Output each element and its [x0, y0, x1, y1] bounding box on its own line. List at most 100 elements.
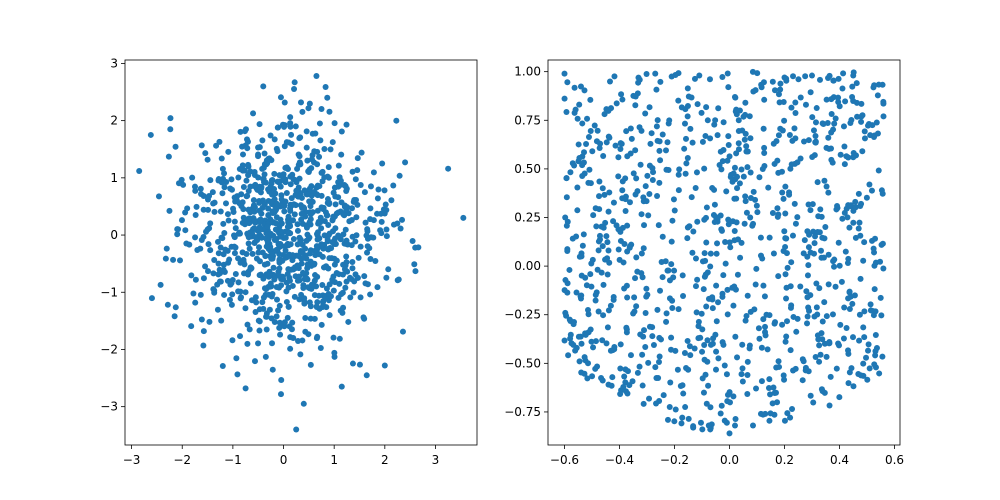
right-scatter-point [766, 234, 773, 241]
left-scatter-point [324, 94, 331, 101]
right-scatter-point [734, 271, 741, 278]
right-scatter-point [782, 183, 789, 190]
left-scatter-point [294, 227, 301, 234]
left-scatter-point [188, 323, 195, 330]
right-y-axis: −0.75 −0.50 −0.25 0.00 0.25 0.50 0.75 1.00 [504, 65, 548, 419]
right-scatter-point [666, 117, 673, 124]
left-scatter-point [318, 225, 325, 232]
right-scatter-point [845, 202, 852, 209]
right-scatter-point [720, 119, 727, 126]
left-scatter-point [277, 94, 284, 101]
left-scatter-point [327, 146, 334, 153]
right-scatter-point [750, 188, 757, 195]
left-scatter-point [343, 237, 350, 244]
left-scatter-point [297, 202, 304, 209]
left-scatter-point [239, 162, 246, 169]
right-scatter-point [641, 327, 648, 334]
left-scatter-point [229, 291, 236, 298]
right-scatter-point [633, 303, 640, 310]
left-scatter-point [172, 304, 179, 311]
left-scatter-point [370, 169, 377, 176]
left-scatter-point [226, 296, 233, 303]
right-scatter-point [809, 72, 815, 79]
right-scatter-point [668, 261, 675, 268]
right-scatter-point [576, 358, 583, 365]
right-scatter-point [585, 134, 592, 141]
left-scatter-point [235, 288, 242, 295]
right-scatter-point [804, 272, 811, 279]
right-scatter-point [779, 321, 786, 328]
right-scatter-point [720, 341, 727, 348]
left-scatter-point [234, 371, 241, 378]
right-scatter-point [747, 169, 754, 176]
right-scatter-point [723, 419, 730, 426]
right-scatter-point [775, 273, 782, 280]
right-scatter-point [578, 253, 585, 260]
right-scatter-point [672, 71, 679, 78]
left-scatter-point [367, 291, 374, 298]
right-scatter-point [812, 354, 819, 361]
left-scatter-point [340, 231, 347, 238]
left-scatter-point [318, 105, 325, 112]
left-scatter-point [262, 179, 269, 186]
right-scatter-point [721, 362, 728, 369]
left-scatter-point [296, 159, 303, 166]
left-scatter-point [383, 274, 390, 281]
right-scatter-point [813, 304, 820, 311]
right-scatter-point [746, 113, 753, 120]
left-scatter-point [267, 132, 274, 139]
right-scatter-point [724, 311, 731, 318]
right-scatter-point [575, 141, 582, 148]
left-scatter-point [231, 250, 238, 257]
right-scatter-point [733, 111, 740, 118]
left-scatter-point [287, 205, 294, 212]
right-scatter-point [644, 172, 651, 179]
right-scatter-point [778, 168, 785, 175]
left-y-tick-label: 2 [110, 114, 118, 128]
left-scatter-point [166, 207, 173, 214]
left-scatter-point [239, 143, 246, 150]
left-scatter-point [229, 337, 236, 344]
right-scatter-point [707, 341, 714, 348]
left-scatter-point [320, 204, 327, 211]
left-scatter-point [304, 157, 311, 164]
right-scatter-point [846, 224, 853, 231]
right-scatter-point [574, 115, 581, 122]
right-scatter-point [704, 337, 711, 344]
left-scatter-point [397, 225, 404, 232]
right-scatter-point [583, 282, 590, 289]
right-scatter-point [623, 326, 630, 333]
right-scatter-point [668, 238, 675, 245]
right-scatter-point [812, 233, 819, 240]
left-x-tick-label: −3 [123, 453, 141, 467]
left-scatter-point [257, 189, 264, 196]
left-scatter-point [174, 226, 181, 233]
right-scatter-point [592, 338, 599, 345]
left-scatter-point [306, 219, 313, 226]
right-scatter-point [703, 104, 710, 111]
left-scatter-point [329, 139, 336, 146]
right-scatter-point [587, 271, 594, 278]
right-scatter-point [681, 145, 688, 152]
left-scatter-point [317, 137, 324, 144]
right-scatter-point [584, 115, 591, 122]
right-scatter-point [707, 250, 714, 257]
left-scatter-point [202, 263, 209, 270]
right-scatter-point [750, 88, 757, 95]
left-scatter-point [318, 321, 325, 328]
right-scatter-point [832, 283, 839, 290]
left-scatter-point [210, 270, 217, 277]
right-scatter-point [730, 170, 737, 177]
right-scatter-point [675, 187, 682, 194]
left-scatter-point [362, 219, 369, 226]
right-scatter-point [807, 89, 814, 96]
right-scatter-point [711, 219, 718, 226]
left-scatter-point [202, 150, 209, 157]
left-scatter-point [317, 219, 324, 226]
left-scatter-point [307, 303, 314, 310]
right-scatter-point [824, 120, 831, 126]
right-scatter-point [718, 402, 725, 409]
left-scatter-point [297, 99, 304, 106]
left-scatter-point [252, 234, 259, 241]
left-scatter-point [297, 236, 304, 243]
